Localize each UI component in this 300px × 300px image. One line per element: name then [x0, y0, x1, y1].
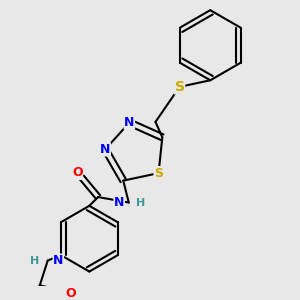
- Text: O: O: [72, 167, 83, 179]
- Text: O: O: [65, 287, 76, 300]
- Text: N: N: [124, 116, 135, 129]
- Text: N: N: [100, 143, 110, 156]
- Text: N: N: [53, 254, 64, 267]
- Text: H: H: [30, 256, 39, 266]
- Text: S: S: [154, 167, 163, 180]
- Text: H: H: [136, 197, 146, 208]
- Text: S: S: [175, 80, 184, 94]
- Text: N: N: [114, 196, 124, 209]
